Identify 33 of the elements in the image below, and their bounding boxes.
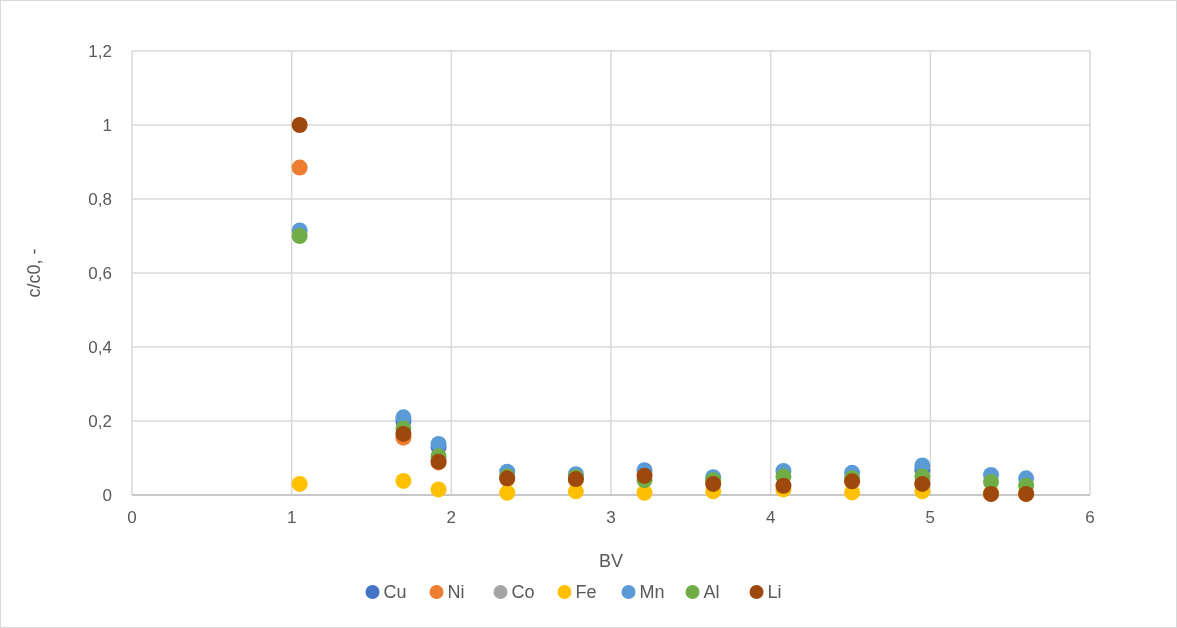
legend-label: Cu bbox=[383, 582, 407, 603]
y-tick-label: 1,2 bbox=[88, 41, 112, 61]
legend-label: Co bbox=[511, 582, 535, 603]
x-tick-label: 3 bbox=[606, 508, 616, 527]
y-tick-label: 1 bbox=[102, 115, 112, 135]
x-tick-label: 4 bbox=[765, 508, 776, 527]
y-tick-label: 0,2 bbox=[88, 411, 112, 431]
legend-label: Li bbox=[767, 582, 782, 603]
x-tick-label: 0 bbox=[127, 508, 137, 527]
x-axis-title: BV bbox=[598, 551, 624, 571]
y-tick-label: 0 bbox=[102, 485, 112, 505]
x-tick-label: 2 bbox=[446, 508, 457, 527]
legend-label: Mn bbox=[639, 582, 665, 603]
legend-label: Al bbox=[703, 582, 720, 603]
point bbox=[291, 159, 308, 176]
point bbox=[395, 425, 412, 442]
point bbox=[499, 484, 516, 501]
point bbox=[395, 472, 412, 489]
point bbox=[291, 117, 308, 133]
y-tick-label: 0,6 bbox=[88, 263, 112, 283]
x-tick-label: 1 bbox=[286, 508, 297, 527]
legend-label: Ni bbox=[447, 582, 465, 603]
point bbox=[291, 228, 308, 244]
legend-label: Fe bbox=[575, 582, 597, 603]
point bbox=[636, 467, 653, 484]
point bbox=[775, 477, 792, 494]
point bbox=[291, 475, 308, 492]
y-tick-label: 0,8 bbox=[88, 189, 112, 209]
y-axis-title: c/c0, - bbox=[24, 248, 44, 298]
y-tick-label: 0,4 bbox=[88, 337, 112, 357]
point bbox=[430, 481, 447, 498]
x-tick-label: 6 bbox=[1085, 508, 1095, 527]
x-tick-label: 5 bbox=[925, 508, 936, 527]
